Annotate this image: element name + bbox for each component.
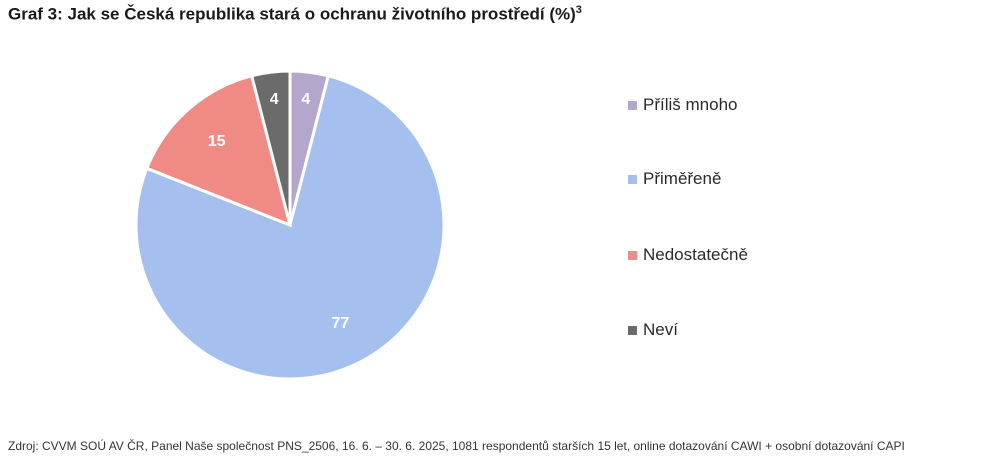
chart-title: Graf 3: Jak se Česká republika stará o o… — [8, 4, 582, 24]
legend-swatch — [628, 250, 637, 260]
pie-slice-nedostatecne — [144, 74, 293, 228]
source-note: Zdroj: CVVM SOÚ AV ČR, Panel Naše společ… — [8, 439, 905, 453]
legend-label: Přiměřeně — [643, 169, 722, 188]
pie-slice-nevi — [249, 69, 292, 226]
data-label-prilis-mnoho: 4 — [301, 91, 310, 108]
legend-item-nevi: Neví — [628, 320, 678, 340]
legend-swatch — [628, 325, 637, 335]
legend-label: Nedostatečně — [643, 245, 748, 264]
data-label-nedostatecne: 15 — [208, 133, 226, 150]
legend-item-prilis-mnoho: Příliš mnoho — [628, 95, 737, 115]
legend-swatch — [628, 100, 637, 110]
legend-item-primerene: Přiměřeně — [628, 169, 721, 189]
legend-label: Neví — [643, 320, 678, 339]
legend-label: Příliš mnoho — [643, 95, 738, 114]
data-label-nevi: 4 — [270, 91, 279, 108]
title-footnote-marker: 3 — [575, 4, 582, 16]
data-label-primerene: 77 — [331, 315, 349, 332]
pie-slice-primerene — [134, 74, 446, 381]
legend-item-nedostatecne: Nedostatečně — [628, 245, 748, 265]
legend-swatch — [628, 174, 637, 184]
